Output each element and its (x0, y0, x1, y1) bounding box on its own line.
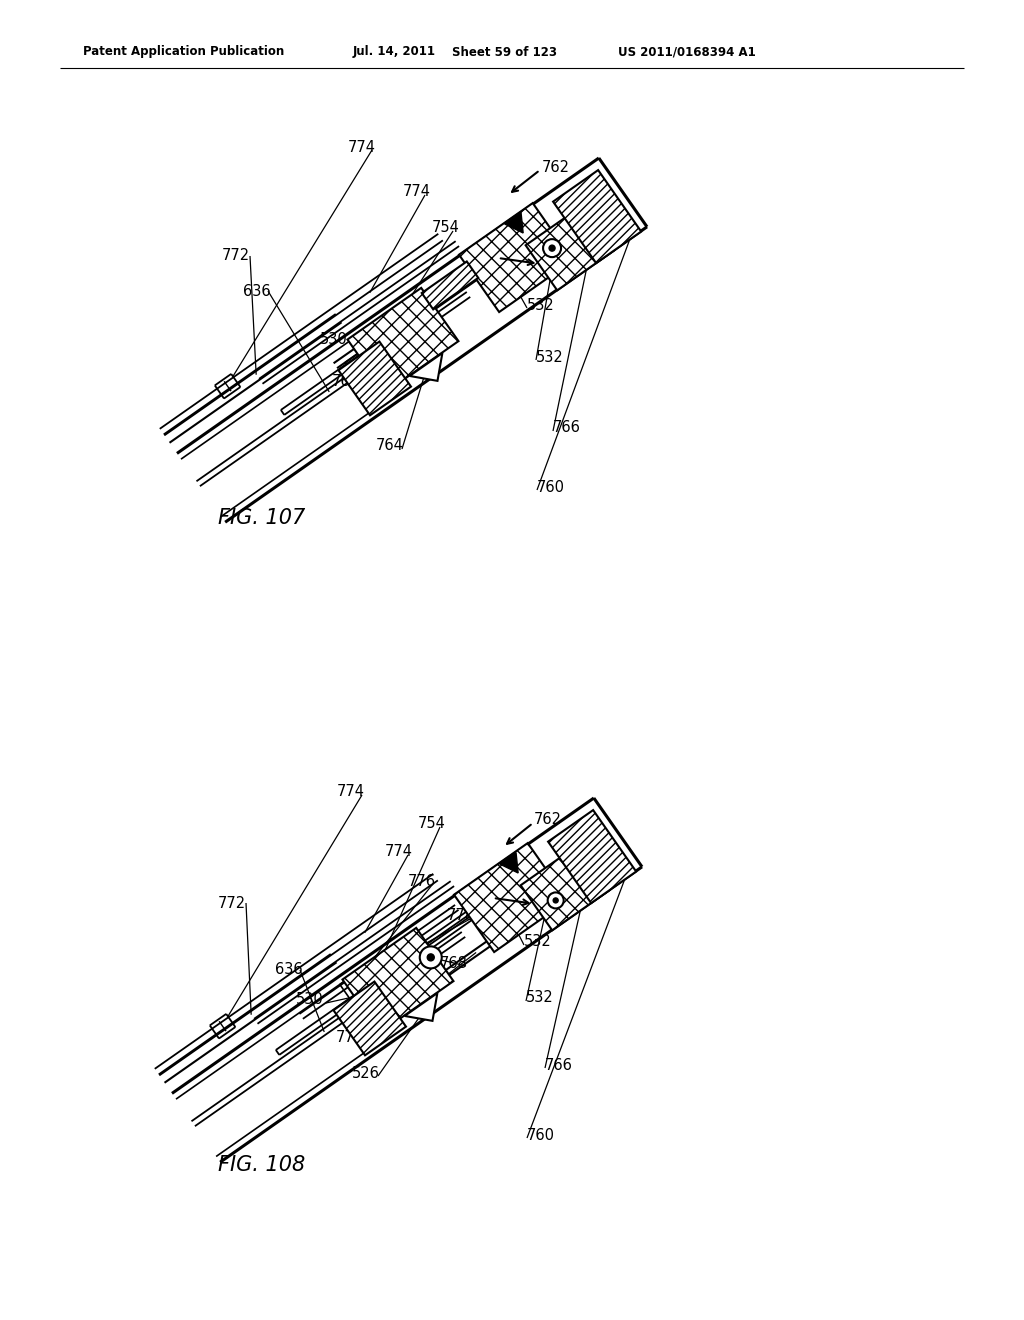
Text: FIG. 107: FIG. 107 (218, 508, 305, 528)
Text: 760: 760 (527, 1127, 555, 1143)
Polygon shape (505, 213, 523, 234)
Circle shape (420, 946, 441, 969)
Text: 762: 762 (542, 160, 570, 174)
Text: 774: 774 (403, 185, 431, 199)
Text: 774: 774 (385, 845, 413, 859)
Text: 532: 532 (536, 350, 564, 364)
Polygon shape (525, 205, 614, 290)
Text: FIG. 108: FIG. 108 (218, 1155, 305, 1175)
Polygon shape (520, 845, 609, 931)
Text: 776: 776 (408, 874, 436, 890)
Text: 760: 760 (537, 479, 565, 495)
Text: 778: 778 (447, 908, 475, 924)
Polygon shape (347, 288, 459, 393)
Circle shape (549, 246, 555, 251)
Circle shape (427, 954, 434, 961)
Text: 772: 772 (222, 248, 250, 264)
Text: 764: 764 (376, 438, 403, 454)
Polygon shape (339, 342, 411, 416)
Text: Jul. 14, 2011: Jul. 14, 2011 (353, 45, 436, 58)
Polygon shape (334, 982, 406, 1055)
Polygon shape (342, 928, 454, 1032)
Text: 770: 770 (481, 260, 509, 276)
Text: 762: 762 (534, 813, 562, 828)
Text: 754: 754 (432, 220, 460, 235)
Polygon shape (500, 853, 518, 873)
Text: US 2011/0168394 A1: US 2011/0168394 A1 (618, 45, 756, 58)
Text: 532: 532 (527, 297, 555, 313)
Text: 636: 636 (243, 284, 270, 298)
Text: 530: 530 (319, 333, 348, 347)
Text: 768: 768 (440, 956, 468, 970)
Text: 636: 636 (275, 962, 303, 978)
Polygon shape (410, 352, 442, 381)
Polygon shape (422, 261, 478, 309)
Text: 770: 770 (336, 1031, 365, 1045)
Polygon shape (454, 843, 568, 952)
Circle shape (543, 239, 561, 257)
Text: Sheet 59 of 123: Sheet 59 of 123 (452, 45, 557, 58)
Text: 772: 772 (218, 895, 246, 911)
Text: 526: 526 (352, 1065, 380, 1081)
Text: 532: 532 (526, 990, 554, 1006)
Text: 530: 530 (296, 993, 324, 1007)
Text: 768: 768 (332, 375, 359, 389)
Text: Patent Application Publication: Patent Application Publication (83, 45, 285, 58)
Circle shape (548, 892, 563, 908)
Text: 774: 774 (337, 784, 365, 800)
Text: 766: 766 (545, 1057, 572, 1072)
Polygon shape (548, 810, 636, 903)
Circle shape (553, 898, 558, 903)
Text: 754: 754 (418, 817, 445, 832)
Polygon shape (404, 993, 437, 1020)
Polygon shape (459, 203, 572, 312)
Polygon shape (553, 170, 641, 263)
Text: 774: 774 (348, 140, 376, 154)
Text: 766: 766 (553, 421, 581, 436)
Text: 532: 532 (524, 935, 552, 949)
